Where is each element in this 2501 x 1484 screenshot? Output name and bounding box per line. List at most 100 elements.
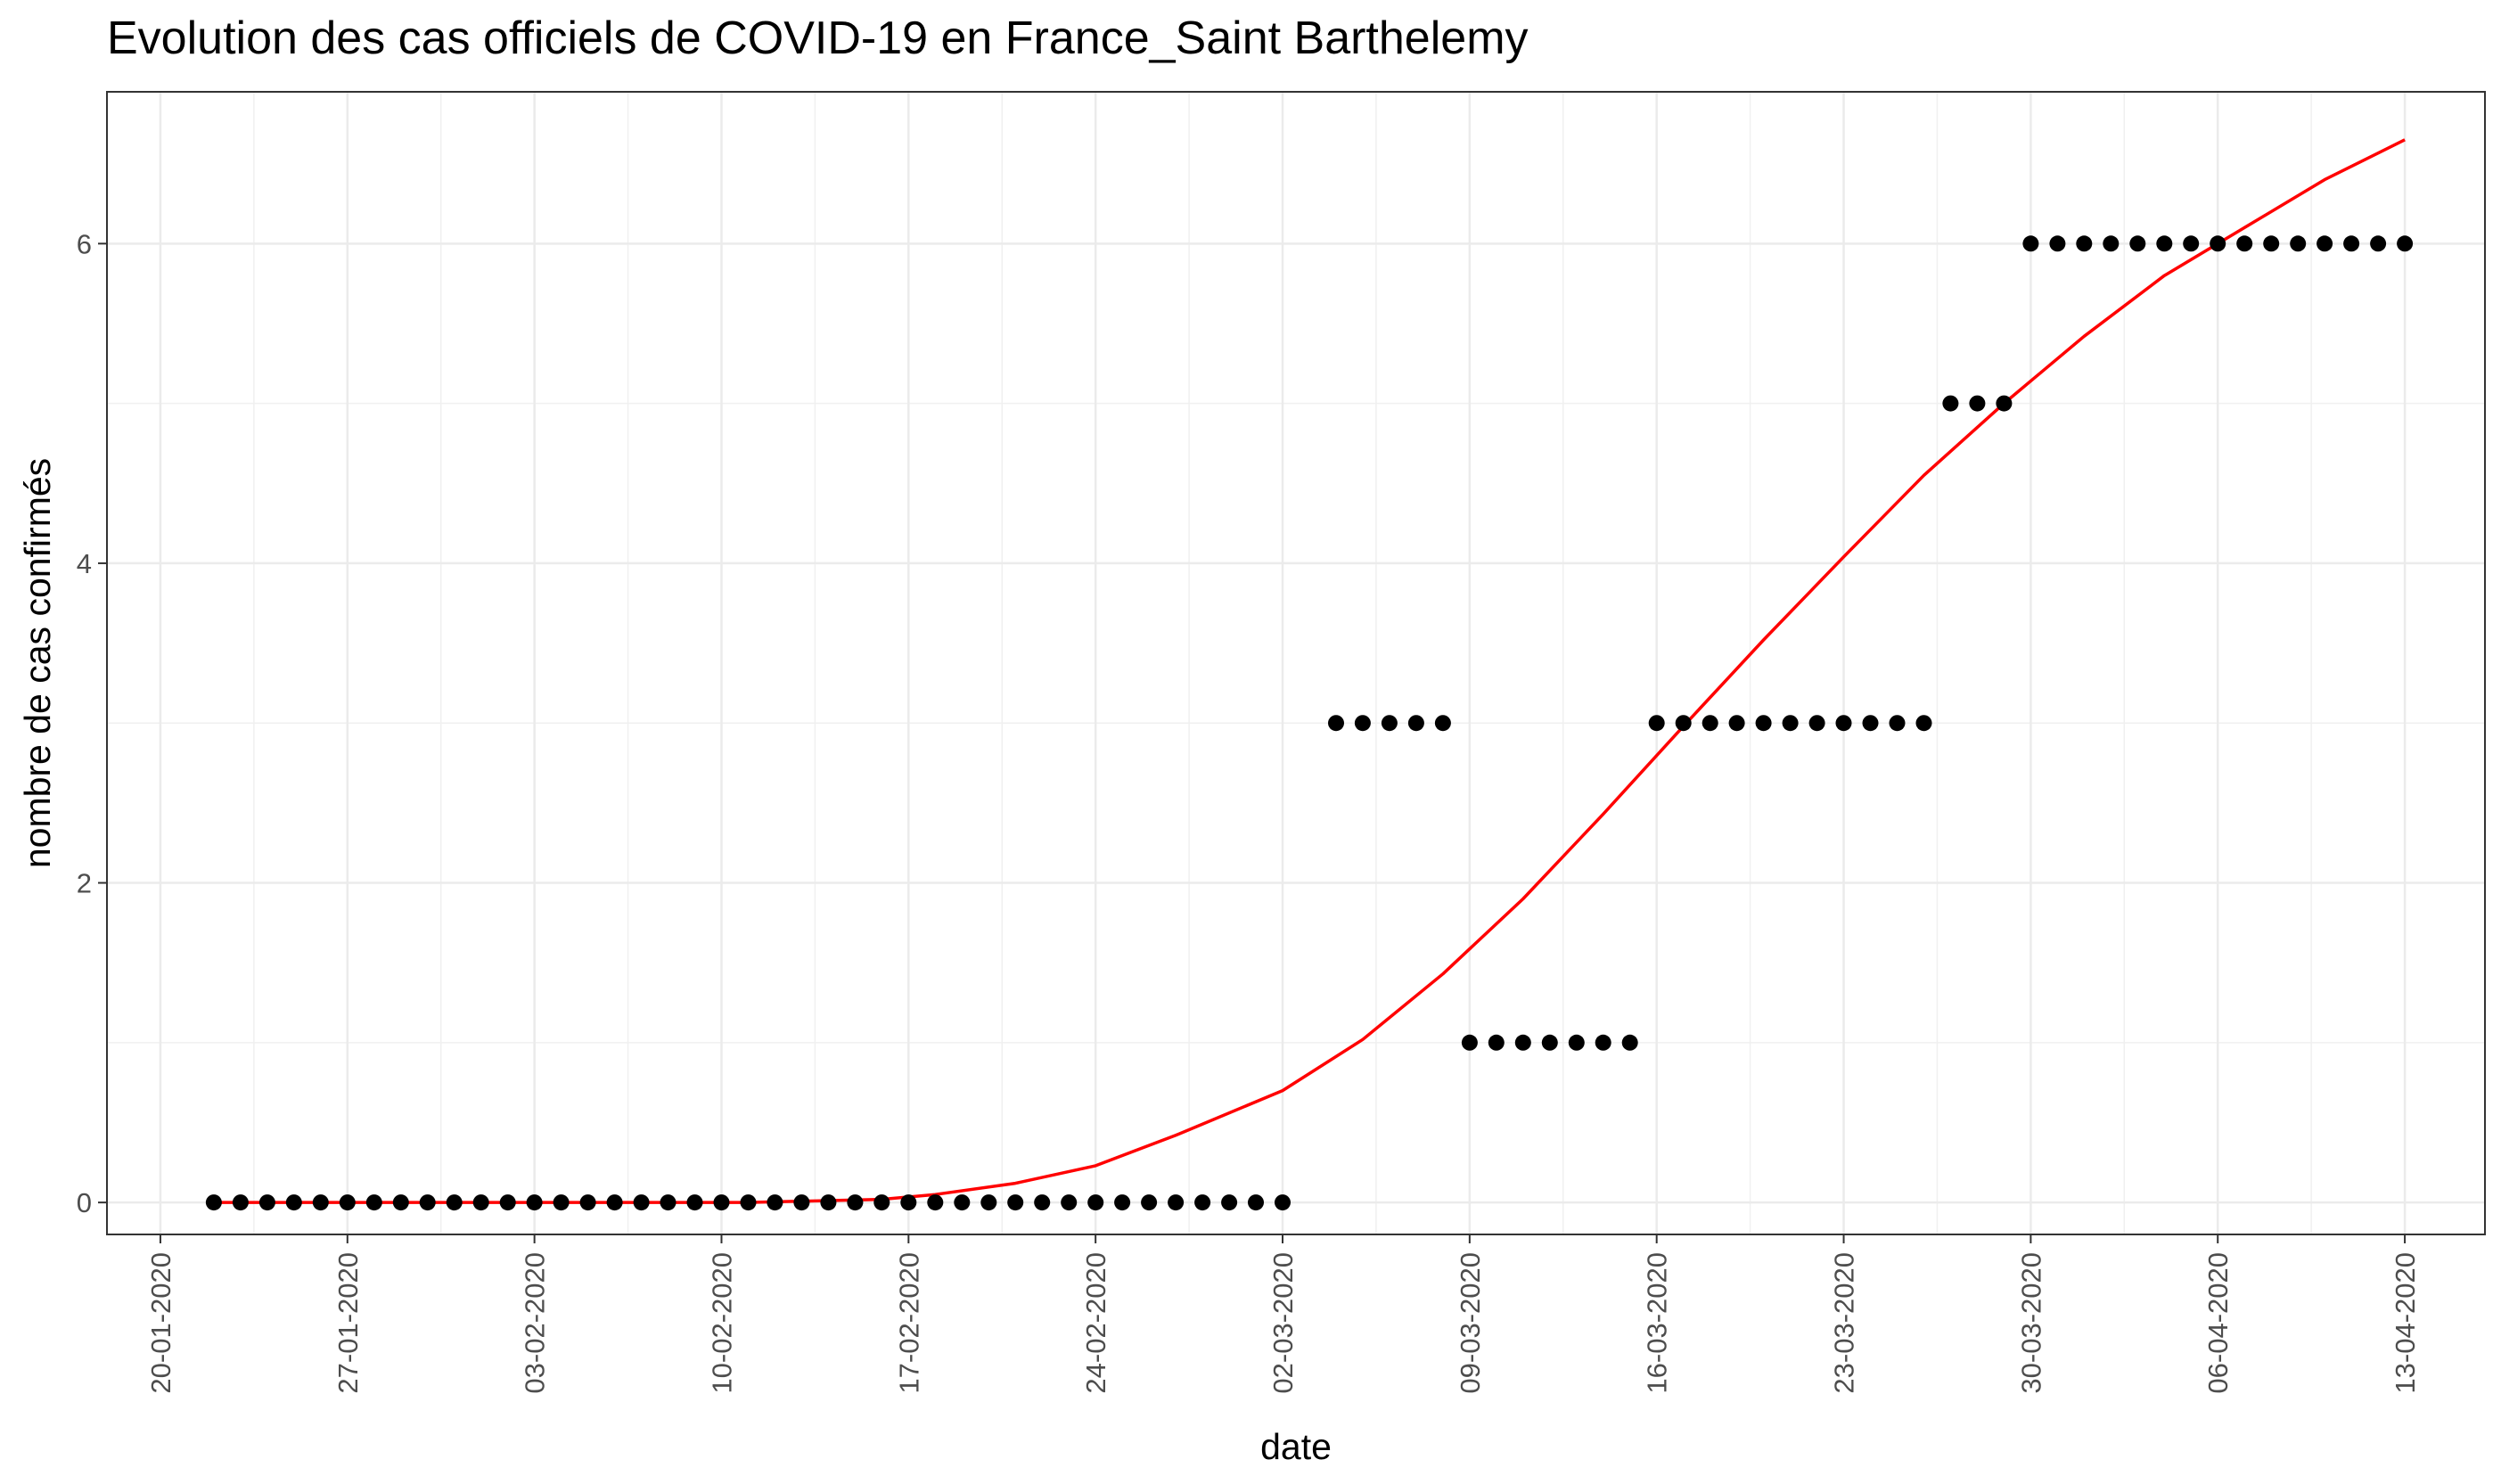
data-point	[1407, 715, 1424, 732]
data-point	[339, 1194, 356, 1211]
data-point	[740, 1194, 757, 1211]
data-point	[2370, 235, 2387, 252]
x-tick-label: 23-03-2020	[1829, 1252, 1860, 1394]
data-point	[1275, 1194, 1291, 1211]
x-tick-label: 24-02-2020	[1080, 1252, 1111, 1394]
data-point	[499, 1194, 516, 1211]
data-point	[1969, 395, 1986, 412]
x-tick-label: 10-02-2020	[706, 1252, 737, 1394]
data-point	[820, 1194, 837, 1211]
data-point	[526, 1194, 543, 1211]
data-point	[1889, 715, 1906, 732]
data-point	[2210, 235, 2226, 252]
data-point	[767, 1194, 783, 1211]
data-point	[900, 1194, 917, 1211]
data-point	[1194, 1194, 1211, 1211]
axis-layer: 20-01-2020 27-01-2020 03-02-2020 10-02-2020…	[77, 228, 2421, 1393]
data-point	[2263, 235, 2280, 252]
data-point	[1034, 1194, 1051, 1211]
x-tick-label: 03-02-2020	[520, 1252, 551, 1394]
plot-border	[106, 91, 2486, 1235]
data-point	[1595, 1034, 1611, 1051]
data-point	[2316, 235, 2333, 252]
data-point	[1808, 715, 1825, 732]
data-point	[686, 1194, 703, 1211]
data-point	[2103, 235, 2120, 252]
y-tick-label: 0	[77, 1187, 92, 1218]
points-layer	[205, 235, 2414, 1211]
y-tick-label: 2	[77, 868, 92, 899]
x-tick-label: 27-01-2020	[332, 1252, 364, 1394]
data-point	[1007, 1194, 1024, 1211]
y-tick-label: 6	[77, 228, 92, 259]
data-point	[2076, 235, 2093, 252]
x-axis-title: date	[1260, 1426, 1332, 1467]
data-point	[980, 1194, 997, 1211]
data-point	[1648, 715, 1665, 732]
x-tick-label: 30-03-2020	[2015, 1252, 2046, 1394]
data-point	[1996, 395, 2013, 412]
data-point	[285, 1194, 302, 1211]
x-tick-label: 13-04-2020	[2390, 1252, 2421, 1394]
data-point	[392, 1194, 409, 1211]
data-point	[1248, 1194, 1264, 1211]
data-point	[2290, 235, 2307, 252]
data-point	[1782, 715, 1799, 732]
x-tick-label: 09-03-2020	[1455, 1252, 1486, 1394]
data-point	[1354, 715, 1371, 732]
data-point	[205, 1194, 222, 1211]
data-point	[1141, 1194, 1158, 1211]
data-point	[606, 1194, 623, 1211]
data-point	[847, 1194, 864, 1211]
data-point	[1328, 715, 1344, 732]
data-point	[258, 1194, 275, 1211]
x-tick-label: 17-02-2020	[893, 1252, 924, 1394]
data-point	[2343, 235, 2360, 252]
data-point	[446, 1194, 463, 1211]
data-point	[232, 1194, 249, 1211]
data-point	[553, 1194, 570, 1211]
data-point	[1488, 1034, 1505, 1051]
data-point	[1675, 715, 1692, 732]
y-axis-title: nombre de cas confirmés	[17, 458, 58, 868]
data-point	[1087, 1194, 1104, 1211]
data-point	[927, 1194, 944, 1211]
data-point	[1755, 715, 1772, 732]
data-point	[1434, 715, 1451, 732]
x-tick-label: 02-03-2020	[1267, 1252, 1299, 1394]
x-tick-label: 06-04-2020	[2202, 1252, 2234, 1394]
data-point	[1541, 1034, 1558, 1051]
data-point	[1835, 715, 1852, 732]
data-point	[2156, 235, 2173, 252]
data-point	[954, 1194, 971, 1211]
data-point	[1702, 715, 1718, 732]
data-point	[713, 1194, 730, 1211]
data-point	[2129, 235, 2146, 252]
data-point	[1381, 715, 1398, 732]
data-point	[579, 1194, 596, 1211]
data-point	[1915, 715, 1932, 732]
data-point	[312, 1194, 329, 1211]
x-tick-label: 20-01-2020	[145, 1252, 176, 1394]
data-point	[1621, 1034, 1638, 1051]
data-point	[419, 1194, 436, 1211]
plot-panel	[107, 92, 2485, 1234]
data-point	[1862, 715, 1879, 732]
data-point	[365, 1194, 382, 1211]
data-point	[2183, 235, 2200, 252]
data-point	[2022, 235, 2039, 252]
x-tick-label: 16-03-2020	[1642, 1252, 1673, 1394]
data-point	[2049, 235, 2066, 252]
chart-title: Evolution des cas officiels de COVID-19 …	[107, 12, 1529, 64]
data-point	[1061, 1194, 1078, 1211]
data-point	[1728, 715, 1745, 732]
data-point	[1514, 1034, 1531, 1051]
data-point	[1168, 1194, 1185, 1211]
data-point	[873, 1194, 890, 1211]
data-point	[660, 1194, 676, 1211]
data-point	[633, 1194, 650, 1211]
data-point	[472, 1194, 489, 1211]
data-point	[1568, 1034, 1585, 1051]
y-tick-label: 4	[77, 548, 92, 579]
